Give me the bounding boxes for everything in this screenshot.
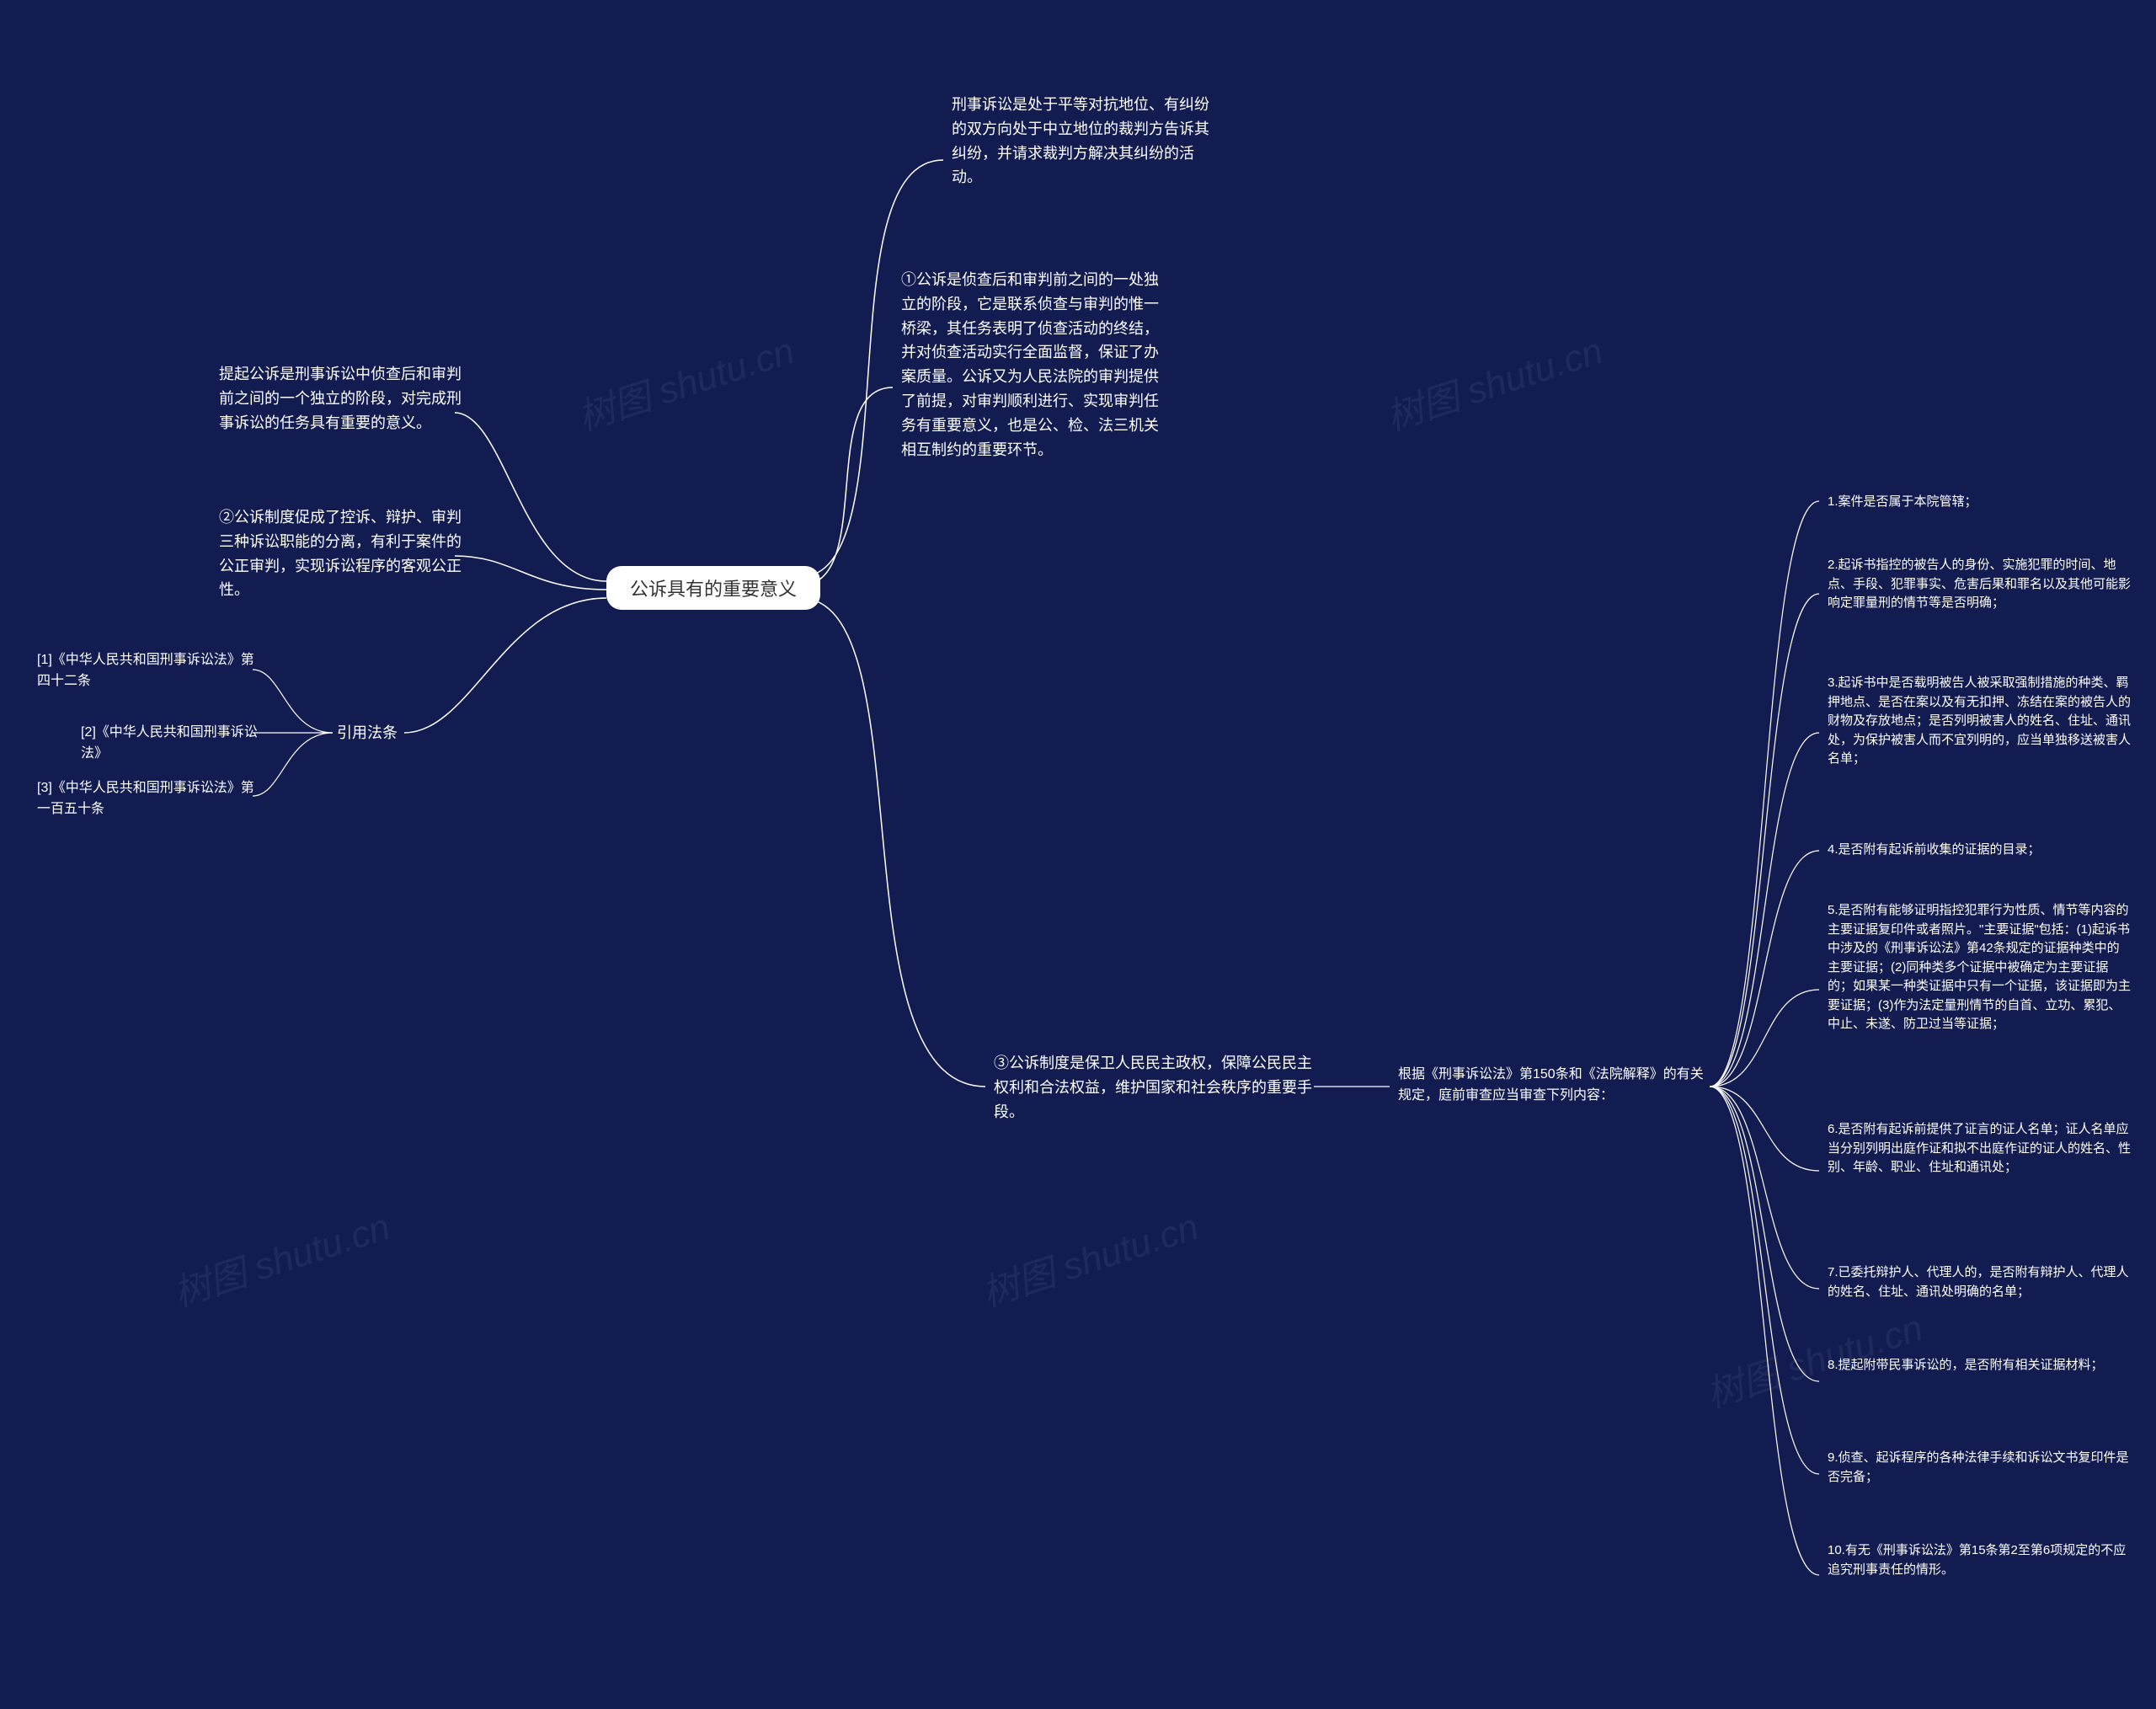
list-item-1: 1.案件是否属于本院管辖； [1828,493,2131,512]
law-label-node: 引用法条 [337,721,398,745]
left-node-2: ②公诉制度促成了控诉、辩护、审判三种诉讼职能的分离，有利于案件的公正审判，实现诉… [219,505,463,602]
list-item-5: 5.是否附有能够证明指控犯罪行为性质、情节等内容的主要证据复印件或者照片。"主要… [1828,901,2131,1034]
list-item-4: 4.是否附有起诉前收集的证据的目录； [1828,841,2131,860]
watermark: 树图 shutu.cn [166,1196,396,1316]
right-node-3b: 根据《刑事诉讼法》第150条和《法院解释》的有关规定，庭前审查应当审查下列内容： [1398,1065,1710,1107]
list-item-8-text: 8.提起附带民事诉讼的，是否附有相关证据材料； [1828,1358,2104,1372]
list-item-1-text: 1.案件是否属于本院管辖； [1828,494,1977,509]
list-item-6: 6.是否附有起诉前提供了证言的证人名单；证人名单应当分别列明出庭作证和拟不出庭作… [1828,1120,2131,1178]
left-node-1: 提起公诉是刑事诉讼中侦查后和审判前之间的一个独立的阶段，对完成刑事诉讼的任务具有… [219,362,463,435]
list-item-10-text: 10.有无《刑事诉讼法》第15条第2至第6项规定的不应追究刑事责任的情形。 [1828,1543,2126,1577]
watermark: 树图 shutu.cn [974,1196,1204,1316]
list-item-9: 9.侦查、起诉程序的各种法律手续和诉讼文书复印件是否完备； [1828,1449,2131,1487]
law-ref-3: [3]《中华人民共和国刑事诉讼法》第一百五十条 [37,778,256,820]
list-item-8: 8.提起附带民事诉讼的，是否附有相关证据材料； [1828,1356,2131,1375]
law-ref-1-text: [1]《中华人民共和国刑事诉讼法》第四十二条 [37,653,254,688]
right-node-3: ③公诉制度是保卫人民民主政权，保障公民民主权利和合法权益，维护国家和社会秩序的重… [994,1051,1314,1124]
right-node-1-text: 刑事诉讼是处于平等对抗地位、有纠纷的双方向处于中立地位的裁判方告诉其纠纷，并请求… [952,96,1209,185]
right-node-2-text: ①公诉是侦查后和审判前之间的一处独立的阶段，它是联系侦查与审判的惟一桥梁，其任务… [901,271,1159,458]
center-node: 公诉具有的重要意义 [606,566,820,610]
left-node-2-text: ②公诉制度促成了控诉、辩护、审判三种诉讼职能的分离，有利于案件的公正审判，实现诉… [219,509,462,598]
list-item-7-text: 7.已委托辩护人、代理人的，是否附有辩护人、代理人的姓名、住址、通讯处明确的名单… [1828,1265,2129,1299]
list-item-4-text: 4.是否附有起诉前收集的证据的目录； [1828,842,2041,857]
law-ref-3-text: [3]《中华人民共和国刑事诉讼法》第一百五十条 [37,781,254,816]
left-node-1-text: 提起公诉是刑事诉讼中侦查后和审判前之间的一个独立的阶段，对完成刑事诉讼的任务具有… [219,366,462,431]
law-ref-2: [2]《中华人民共和国刑事诉讼法》 [81,723,258,765]
watermark: 树图 shutu.cn [570,320,800,441]
law-label: 引用法条 [337,724,398,741]
list-item-6-text: 6.是否附有起诉前提供了证言的证人名单；证人名单应当分别列明出庭作证和拟不出庭作… [1828,1122,2131,1174]
law-ref-2-text: [2]《中华人民共和国刑事诉讼法》 [81,725,258,761]
list-item-10: 10.有无《刑事诉讼法》第15条第2至第6项规定的不应追究刑事责任的情形。 [1828,1541,2131,1579]
list-item-3: 3.起诉书中是否载明被告人被采取强制措施的种类、羁押地点、是否在案以及有无扣押、… [1828,674,2131,769]
right-node-3b-text: 根据《刑事诉讼法》第150条和《法院解释》的有关规定，庭前审查应当审查下列内容： [1398,1067,1704,1103]
right-node-2: ①公诉是侦查后和审判前之间的一处独立的阶段，它是联系侦查与审判的惟一桥梁，其任务… [901,268,1171,462]
center-label: 公诉具有的重要意义 [630,579,797,600]
list-item-3-text: 3.起诉书中是否载明被告人被采取强制措施的种类、羁押地点、是否在案以及有无扣押、… [1828,676,2131,766]
list-item-7: 7.已委托辩护人、代理人的，是否附有辩护人、代理人的姓名、住址、通讯处明确的名单… [1828,1263,2131,1301]
list-item-9-text: 9.侦查、起诉程序的各种法律手续和诉讼文书复印件是否完备； [1828,1450,2129,1484]
list-item-2: 2.起诉书指控的被告人的身份、实施犯罪的时间、地点、手段、犯罪事实、危害后果和罪… [1828,556,2131,613]
right-node-1: 刑事诉讼是处于平等对抗地位、有纠纷的双方向处于中立地位的裁判方告诉其纠纷，并请求… [952,93,1213,190]
watermark: 树图 shutu.cn [1379,320,1609,441]
list-item-2-text: 2.起诉书指控的被告人的身份、实施犯罪的时间、地点、手段、犯罪事实、危害后果和罪… [1828,558,2131,610]
list-item-5-text: 5.是否附有能够证明指控犯罪行为性质、情节等内容的主要证据复印件或者照片。"主要… [1828,903,2131,1031]
right-node-3-text: ③公诉制度是保卫人民民主政权，保障公民民主权利和合法权益，维护国家和社会秩序的重… [994,1055,1312,1120]
law-ref-1: [1]《中华人民共和国刑事诉讼法》第四十二条 [37,650,256,692]
